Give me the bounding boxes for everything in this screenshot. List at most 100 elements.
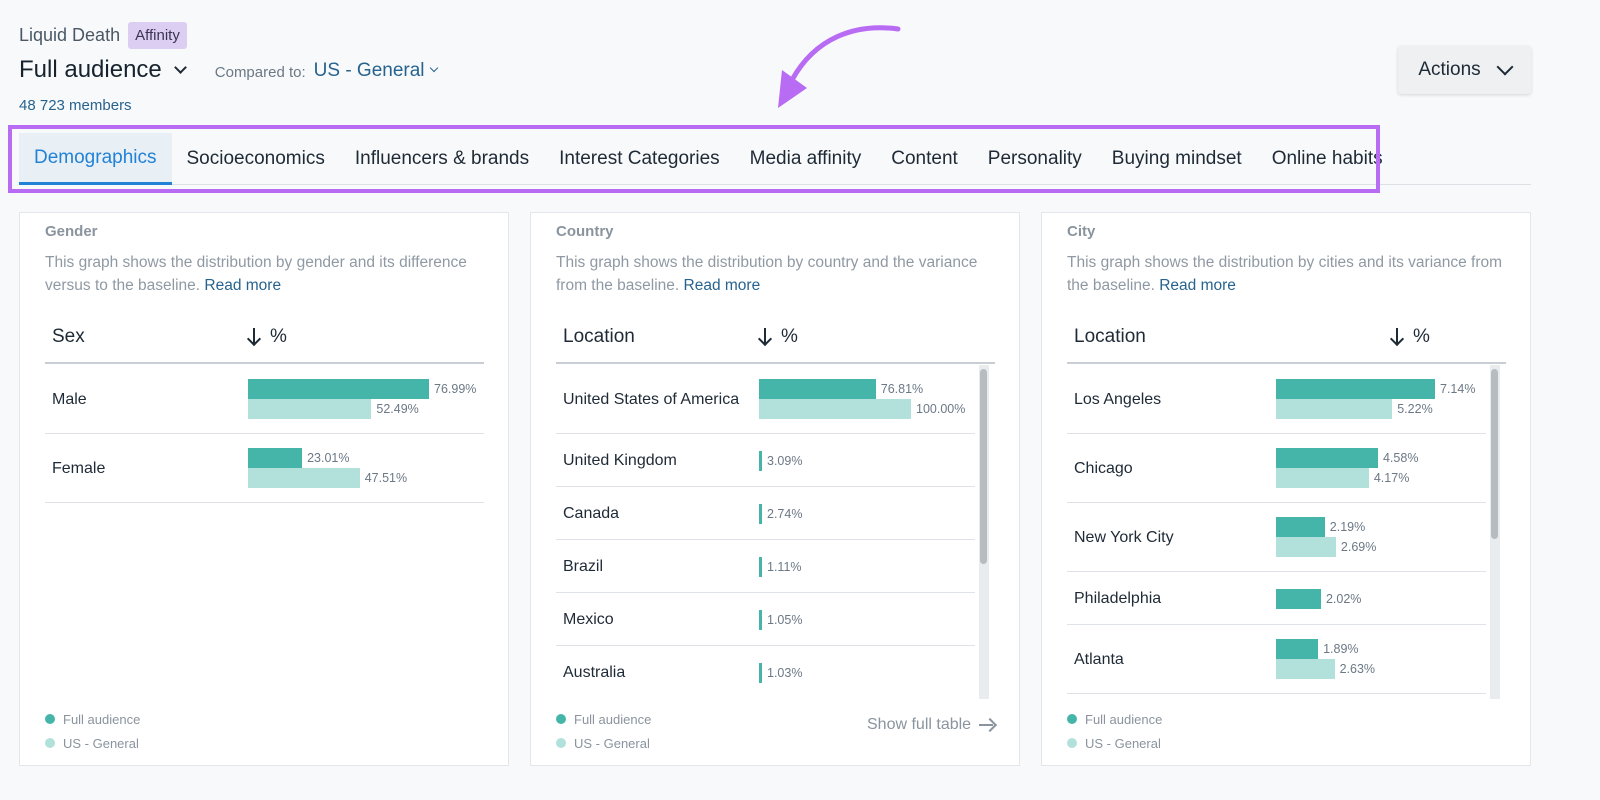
- tab-content[interactable]: Content: [891, 148, 958, 169]
- show-full-table-link[interactable]: Show full table: [867, 716, 995, 734]
- card-description: This graph shows the distribution by cou…: [556, 251, 996, 297]
- description-text: This graph shows the distribution by cit…: [1067, 254, 1503, 294]
- chevron-down-icon[interactable]: [173, 60, 187, 74]
- bar-value-base: 100.00%: [916, 402, 966, 416]
- table-row[interactable]: United States of America 76.81% 100.00%: [556, 365, 975, 434]
- tab-interest-categories[interactable]: Interest Categories: [559, 148, 720, 169]
- legend-item-full: Full audience: [45, 707, 140, 731]
- column-header-location[interactable]: Location: [563, 326, 635, 347]
- table-header: Sex %: [45, 318, 484, 364]
- legend-dot-full: [556, 714, 566, 724]
- row-label: Mexico: [563, 593, 743, 646]
- legend-dot-full: [45, 714, 55, 724]
- bar-value-base: 52.49%: [376, 402, 419, 416]
- members-count[interactable]: 48 723 members: [19, 97, 132, 114]
- scrollbar-thumb[interactable]: [980, 369, 987, 564]
- row-label-text: United States of America: [563, 391, 740, 408]
- row-label: Brazil: [563, 540, 743, 593]
- sort-down-icon[interactable]: [759, 328, 771, 346]
- bar-full-audience: [1276, 379, 1435, 399]
- country-rows: United States of America 76.81% 100.00% Uni…: [556, 365, 975, 695]
- legend-label-base: US - General: [574, 735, 650, 751]
- bar-value-base: 2.63%: [1339, 662, 1376, 676]
- read-more-link[interactable]: Read more: [683, 277, 761, 294]
- audience-dropdown[interactable]: Full audience: [19, 56, 162, 83]
- bar-us-general: [759, 399, 911, 419]
- bar-full-audience: [1276, 588, 1321, 609]
- percent-label: %: [270, 326, 287, 347]
- legend-item-base: US - General: [45, 731, 140, 755]
- table-row[interactable]: Brazil 1.11%: [556, 540, 975, 593]
- tab-online-habits[interactable]: Online habits: [1271, 148, 1383, 169]
- scrollbar-thumb[interactable]: [1491, 369, 1498, 539]
- column-header-percent[interactable]: %: [248, 326, 287, 348]
- brand-name: Liquid Death: [19, 25, 121, 45]
- legend-dot-full: [1067, 714, 1077, 724]
- legend-item-full: Full audience: [1067, 707, 1162, 731]
- column-header-percent[interactable]: %: [1391, 326, 1430, 348]
- row-label: Australia: [563, 646, 743, 695]
- bar-full-audience: [1276, 448, 1378, 468]
- city-scrollbar[interactable]: [1490, 365, 1500, 699]
- table-row[interactable]: Chicago 4.58% 4.17%: [1067, 434, 1486, 503]
- bar-full-audience: [1276, 517, 1325, 537]
- tab-influencers-brands[interactable]: Influencers & brands: [354, 148, 530, 169]
- bar-full-audience: [1276, 639, 1319, 659]
- read-more-link[interactable]: Read more: [204, 277, 282, 294]
- table-row[interactable]: Los Angeles 7.14% 5.22%: [1067, 365, 1486, 434]
- legend-item-base: US - General: [1067, 731, 1162, 755]
- column-header-sex[interactable]: Sex: [52, 326, 85, 347]
- sort-down-icon[interactable]: [248, 328, 260, 346]
- legend-label-base: US - General: [1085, 735, 1161, 751]
- table-row[interactable]: Male 76.99% 52.49%: [45, 365, 484, 434]
- row-label-text: Mexico: [563, 611, 614, 628]
- tab-media-affinity[interactable]: Media affinity: [749, 148, 862, 169]
- card-title: Country: [556, 223, 614, 240]
- legend-dot-base: [556, 738, 566, 748]
- bar-full-audience: [759, 556, 762, 577]
- description-text: This graph shows the distribution by gen…: [45, 254, 467, 294]
- table-row[interactable]: Mexico 1.05%: [556, 593, 975, 646]
- read-more-link[interactable]: Read more: [1159, 277, 1236, 294]
- bar-value-full: 1.11%: [767, 559, 802, 574]
- row-label-text: New York City: [1074, 529, 1174, 546]
- bar-full-audience: [248, 379, 429, 399]
- card-title: City: [1067, 223, 1096, 240]
- bar-value-full: 76.81%: [880, 382, 924, 396]
- bar-full-audience: [759, 609, 762, 630]
- card-description: This graph shows the distribution by cit…: [1067, 251, 1507, 297]
- bar-full-audience: [248, 448, 303, 468]
- table-row[interactable]: Philadelphia 2.02%: [1067, 572, 1486, 625]
- bar-us-general: [1276, 537, 1336, 557]
- row-label: United Kingdom: [563, 434, 743, 487]
- bar-value-full: 3.09%: [767, 453, 803, 468]
- chevron-down-icon[interactable]: [429, 63, 438, 73]
- country-scrollbar[interactable]: [979, 365, 989, 699]
- sort-down-icon[interactable]: [1391, 328, 1403, 346]
- table-row[interactable]: Atlanta 1.89% 2.63%: [1067, 625, 1486, 694]
- arrow-right-icon: [979, 718, 995, 732]
- annotation-arrow-icon: [778, 25, 901, 108]
- bar-value-base: 4.17%: [1373, 471, 1410, 485]
- legend-label-full: Full audience: [574, 711, 652, 727]
- table-row[interactable]: Australia 1.03%: [556, 646, 975, 695]
- row-label: Philadelphia: [1074, 572, 1161, 625]
- table-row[interactable]: Canada 2.74%: [556, 487, 975, 540]
- row-label-text: Australia: [563, 664, 626, 681]
- tab-socioeconomics[interactable]: Socioeconomics: [186, 148, 325, 169]
- tab-bar: Demographics Socioeconomics Influencers & …: [19, 133, 1398, 185]
- row-label-text: Male: [52, 391, 87, 408]
- legend-dot-base: [45, 738, 55, 748]
- table-row[interactable]: New York City 2.19% 2.69%: [1067, 503, 1486, 572]
- tab-buying-mindset[interactable]: Buying mindset: [1111, 148, 1242, 169]
- column-header-percent[interactable]: %: [759, 326, 798, 348]
- actions-button[interactable]: Actions: [1398, 46, 1531, 94]
- table-row[interactable]: Female 23.01% 47.51%: [45, 434, 484, 503]
- row-label-text: Philadelphia: [1074, 590, 1162, 607]
- column-header-location[interactable]: Location: [1074, 326, 1146, 347]
- baseline-dropdown[interactable]: US - General: [313, 60, 425, 81]
- bar-us-general: [248, 399, 372, 419]
- tab-demographics[interactable]: Demographics: [19, 133, 172, 185]
- tab-personality[interactable]: Personality: [987, 148, 1082, 169]
- table-row[interactable]: United Kingdom 3.09%: [556, 434, 975, 487]
